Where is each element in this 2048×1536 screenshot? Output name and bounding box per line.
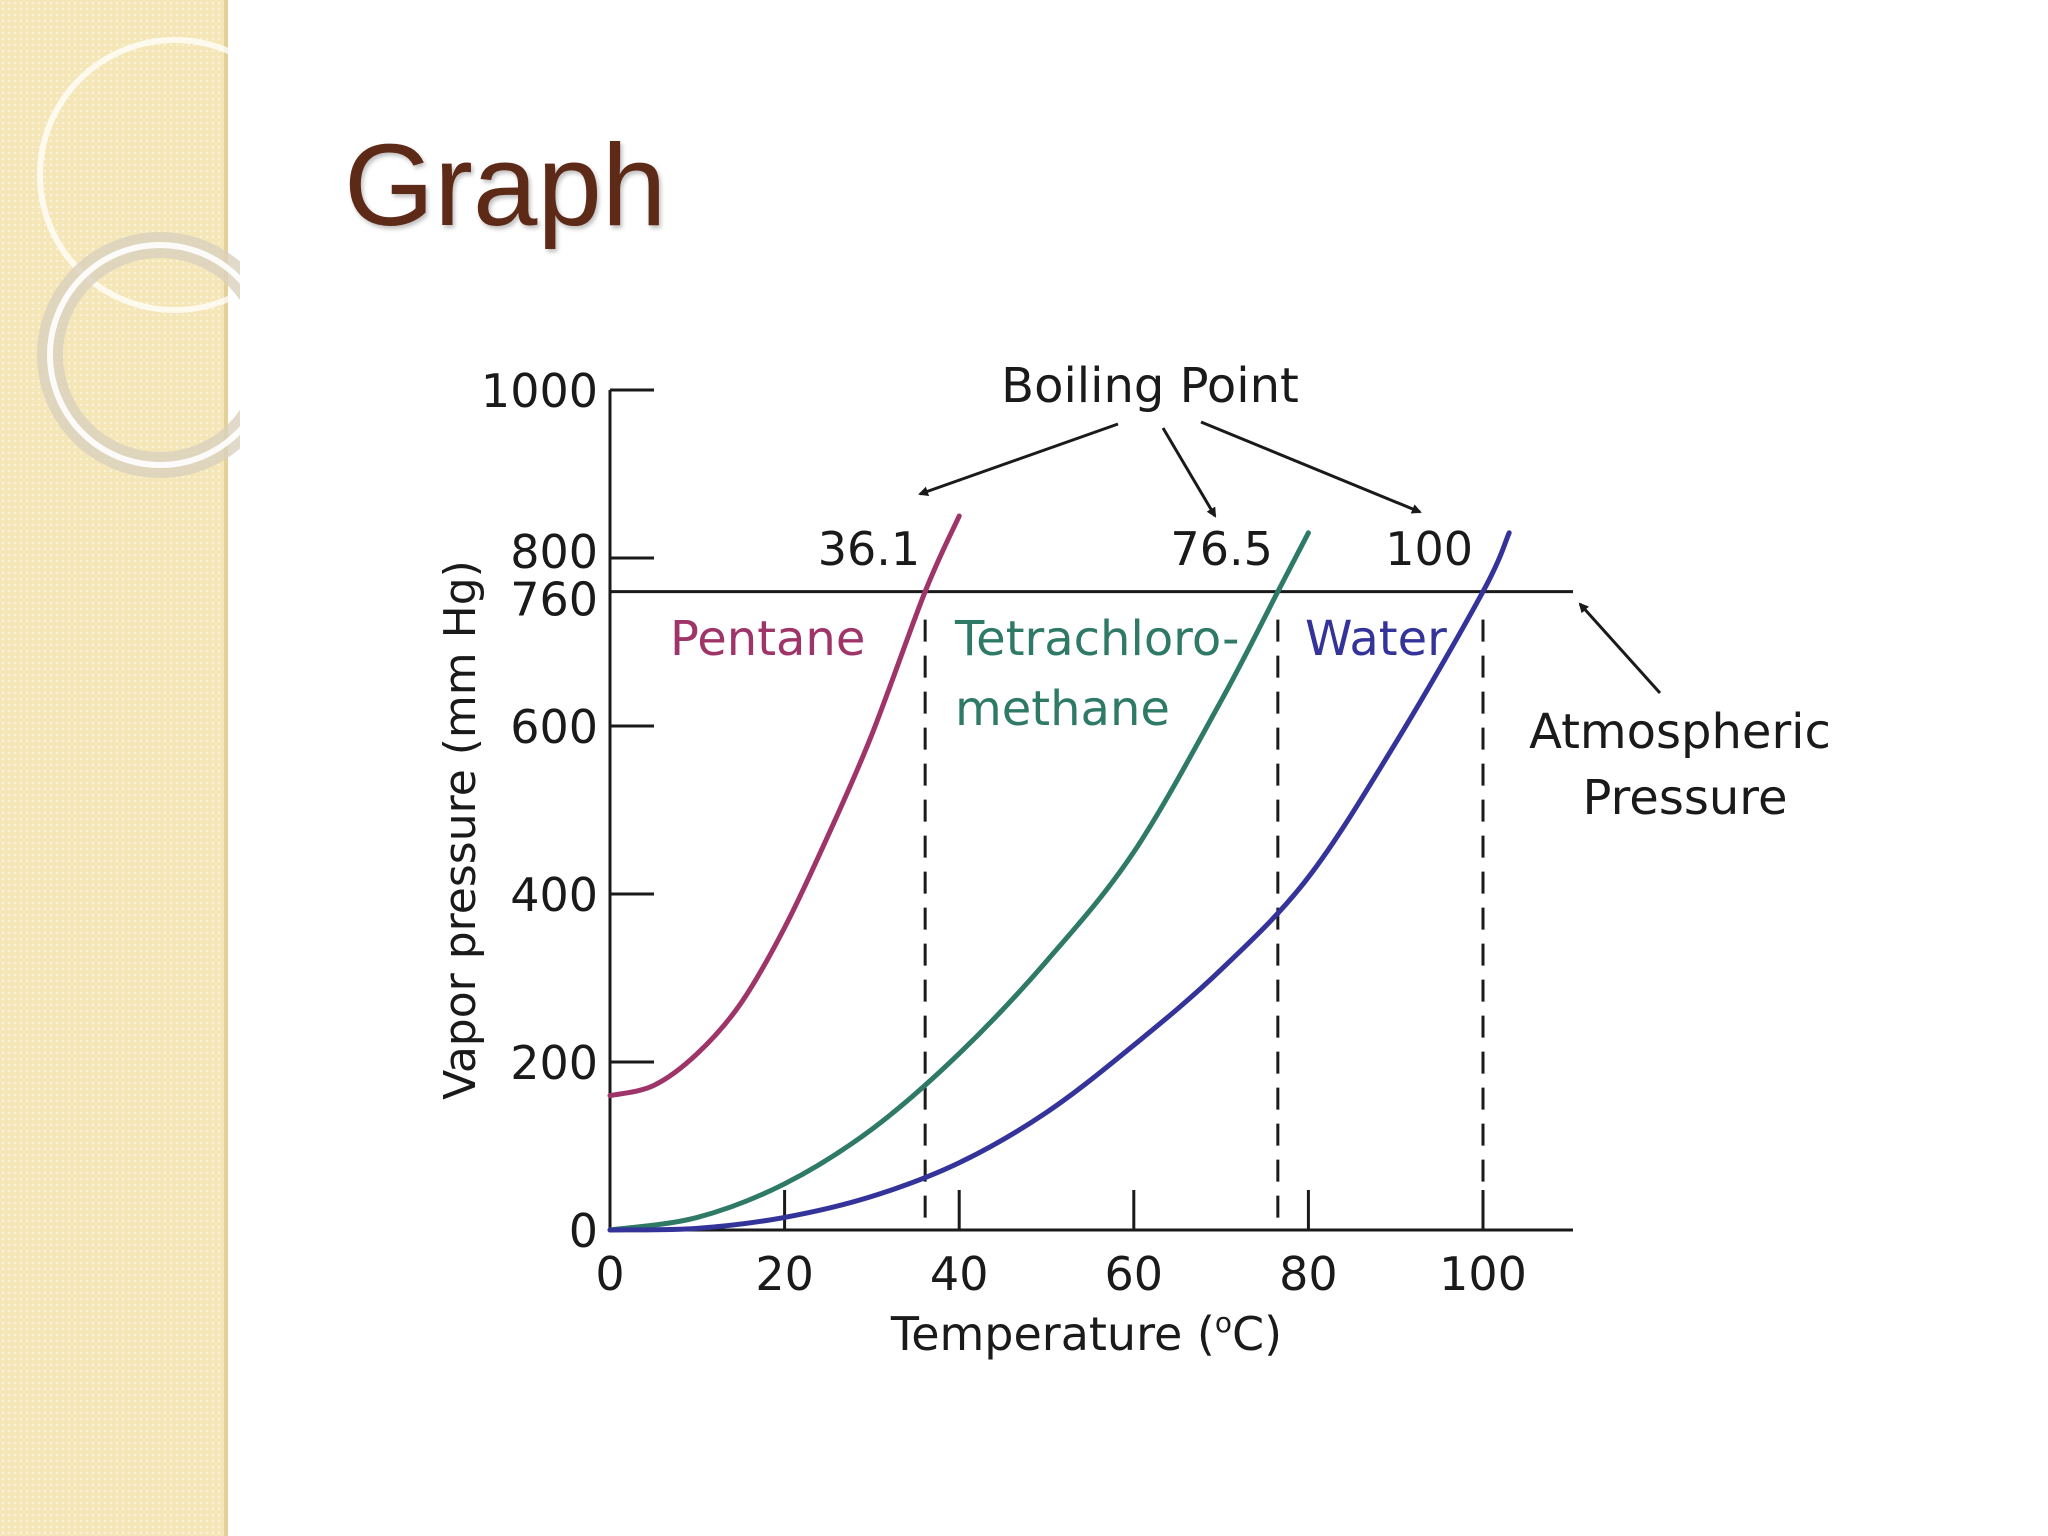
y-tick-label: 600 — [510, 700, 598, 754]
x-tick-label: 60 — [1105, 1247, 1164, 1301]
series-line-tetrachloro-methane — [607, 530, 1311, 1233]
x-tick-label: 0 — [595, 1247, 624, 1301]
y-axis-title: Vapor pressure (mm Hg) — [435, 560, 486, 1100]
side-panel-edge — [224, 0, 228, 1536]
x-tick-label: 20 — [755, 1247, 814, 1301]
atmospheric-pressure-annotation: Atmospheric — [1529, 704, 1831, 760]
y-tick-label: 760 — [510, 573, 598, 627]
boiling-point-arrow — [1200, 420, 1422, 514]
y-tick-label: 0 — [569, 1204, 598, 1258]
series-label: methane — [955, 681, 1170, 737]
atmospheric-pressure-annotation: Pressure — [1583, 770, 1788, 826]
x-axis-title: Temperature (oC) — [890, 1306, 1282, 1361]
slide-title: Graph — [344, 120, 667, 250]
x-tick-label: 80 — [1279, 1247, 1338, 1301]
y-tick-label: 800 — [510, 525, 598, 579]
x-tick-label: 100 — [1439, 1247, 1527, 1301]
series-label: Pentane — [670, 611, 865, 667]
series-label: Water — [1305, 611, 1447, 667]
boiling-point-arrow — [918, 422, 1119, 497]
boiling-point-label: 100 — [1385, 522, 1473, 576]
series-line-pentane — [607, 513, 962, 1099]
boiling-point-annotation: Boiling Point — [1001, 358, 1299, 414]
boiling-point-label: 76.5 — [1170, 522, 1272, 576]
boiling-point-arrow — [1161, 427, 1217, 518]
y-tick-label: 400 — [510, 868, 598, 922]
y-tick-label: 1000 — [481, 364, 598, 418]
decorative-circles — [37, 37, 240, 478]
series-label: Tetrachloro- — [954, 611, 1239, 667]
x-tick-label: 40 — [930, 1247, 989, 1301]
series-line-water — [607, 530, 1512, 1233]
atmospheric-pressure-arrow — [1578, 602, 1662, 695]
boiling-point-label: 36.1 — [818, 522, 920, 576]
y-tick-label: 200 — [510, 1036, 598, 1090]
